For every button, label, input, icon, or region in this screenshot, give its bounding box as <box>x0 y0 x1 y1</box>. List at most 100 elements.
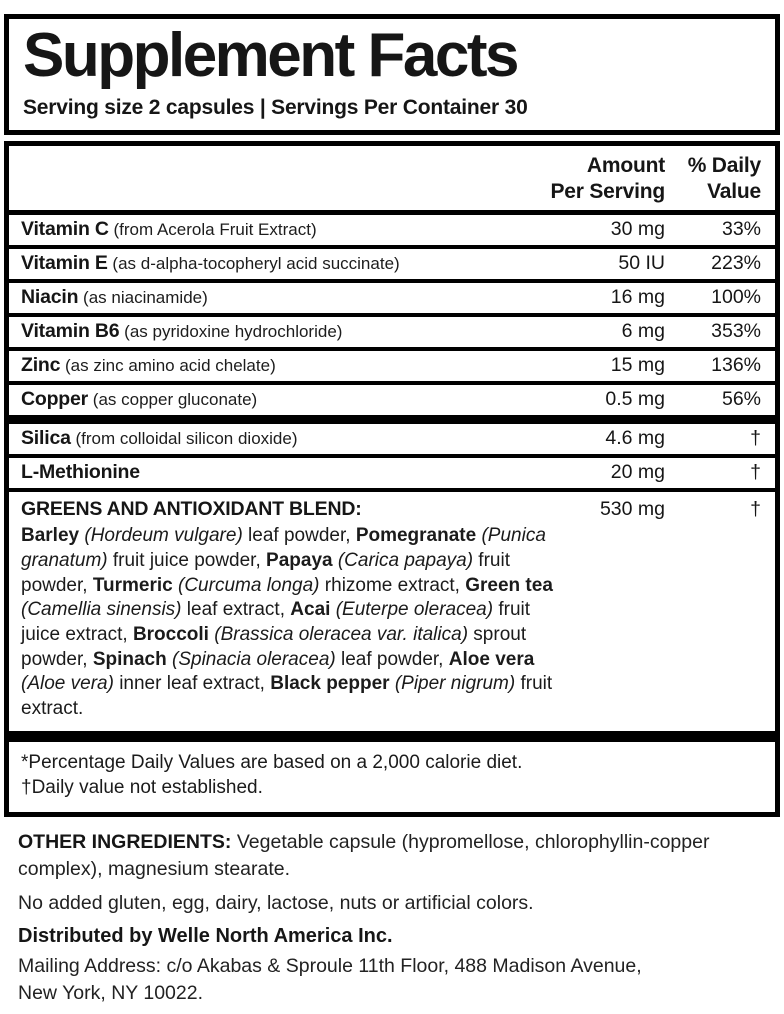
blend-ingredient-name: Spinach <box>92 648 167 670</box>
blend-latin-name: (Camellia sinensis) <box>21 599 182 621</box>
ingredient-row: L-Methionine 20 mg † <box>9 458 775 488</box>
mailing-address: Mailing Address: c/o Akabas & Sproule 11… <box>18 953 768 1008</box>
blend-text: sprout powder, <box>21 624 527 670</box>
blend-text: rhizome extract, <box>319 574 466 596</box>
row-divider <box>9 454 775 459</box>
ingredient-name: Vitamin E <box>21 252 108 275</box>
daily-value-header: % Daily Value <box>665 153 762 205</box>
blend-latin-name: (Carica papaya) <box>332 549 474 571</box>
blend-latin-name: (Hordeum vulgare) <box>79 525 243 547</box>
supplement-facts-title: Supplement Facts <box>23 21 520 90</box>
header-divider <box>9 210 775 216</box>
blend-ingredient-name: Green tea <box>465 574 553 596</box>
ingredient-name: Copper <box>21 388 89 411</box>
blend-text: fruit powder, <box>21 549 510 596</box>
ingredient-name: Zinc <box>21 354 61 377</box>
blend-text: leaf extract, <box>181 599 291 621</box>
row-divider <box>9 245 775 250</box>
ingredient-qualifier: (as d-alpha-tocopheryl acid succinate) <box>107 254 400 274</box>
blend-ingredient-name: Acai <box>290 599 331 621</box>
blend-text: fruit extract. <box>21 673 553 720</box>
ingredient-name-cell: Zinc (as zinc amino acid chelate) <box>21 354 525 377</box>
daily-value-percent: 353% <box>711 320 761 343</box>
ingredient-name-cell: Silica (from colloidal silicon dioxide) <box>21 427 525 450</box>
blend-latin-name: (Spinacia oleracea) <box>166 648 336 670</box>
other-ingredients-text: Vegetable capsule (hypromellose, chlorop… <box>18 831 710 881</box>
row-divider <box>9 488 775 493</box>
supplement-label: Supplement Facts Serving size 2 capsules… <box>0 14 784 1014</box>
blend-ingredient-name: Pomegranate <box>355 525 477 547</box>
facts-panel: Amount Per Serving % Daily Value Vitamin… <box>4 141 780 818</box>
ingredient-row: Vitamin B6 (as pyridoxine hydrochloride)… <box>9 317 775 347</box>
row-divider <box>9 347 775 352</box>
ingredient-name-cell: L-Methionine <box>21 461 525 484</box>
ingredient-qualifier: (from Acerola Fruit Extract) <box>108 220 317 240</box>
ingredient-name-cell: Vitamin C (from Acerola Fruit Extract) <box>21 218 525 241</box>
greens-blend-heading: GREENS AND ANTIOXIDANT BLEND: <box>21 498 362 521</box>
blend-ingredient-name: Barley <box>21 525 80 547</box>
amount-per-serving-value: 0.5 mg <box>605 388 665 411</box>
ingredient-row: Vitamin E (as d-alpha-tocopheryl acid su… <box>9 249 775 279</box>
footnote-daily-values: *Percentage Daily Values are based on a … <box>21 751 523 773</box>
blend-latin-name: (Aloe vera) <box>21 673 114 695</box>
amount-per-serving-value: 30 mg <box>610 218 665 241</box>
blend-latin-name: (Punica granatum) <box>21 525 546 571</box>
row-divider <box>9 381 775 386</box>
no-added-statement: No added gluten, egg, dairy, lactose, nu… <box>18 891 534 914</box>
amount-header-line1: Amount <box>586 154 665 178</box>
blend-latin-name: (Euterpe oleracea) <box>330 599 494 621</box>
amount-per-serving-value: 6 mg <box>621 320 665 343</box>
blend-latin-name: (Brassica oleracea var. italica) <box>208 624 469 646</box>
row-divider <box>9 313 775 318</box>
blend-ingredient-name: Black pepper <box>270 673 390 695</box>
blend-text: leaf powder, <box>242 525 356 547</box>
greens-blend-amount: 530 mg <box>599 498 665 521</box>
daily-value-percent: † <box>750 427 761 450</box>
ingredient-qualifier: (as pyridoxine hydrochloride) <box>119 322 343 342</box>
amount-per-serving-value: 15 mg <box>610 354 665 377</box>
ingredient-row: Copper (as copper gluconate) 0.5 mg 56% <box>9 385 775 415</box>
other-ingredients-paragraph: OTHER INGREDIENTS: Vegetable capsule (hy… <box>18 829 768 884</box>
ingredient-name: Silica <box>21 427 71 450</box>
ingredient-name-cell: Vitamin B6 (as pyridoxine hydrochloride) <box>21 320 525 343</box>
greens-blend-header-row: GREENS AND ANTIOXIDANT BLEND: 530 mg † <box>21 498 761 521</box>
daily-value-header-line2: Value <box>707 180 761 204</box>
row-divider <box>9 279 775 284</box>
footnote-dagger: †Daily value not established. <box>21 777 263 799</box>
blend-text: leaf powder, <box>335 648 449 670</box>
amount-header-line2: Per Serving <box>550 180 665 204</box>
nutrient-rows: Vitamin C (from Acerola Fruit Extract) 30… <box>9 215 775 415</box>
ingredient-name: Vitamin B6 <box>21 320 120 343</box>
ingredient-qualifier: (from colloidal silicon dioxide) <box>70 429 298 449</box>
greens-blend-section: GREENS AND ANTIOXIDANT BLEND: 530 mg † B… <box>9 492 775 731</box>
no-daily-value-rows: Silica (from colloidal silicon dioxide) 4… <box>9 424 775 488</box>
blend-text: fruit juice powder, <box>107 549 267 571</box>
blend-ingredient-name: Broccoli <box>132 624 209 646</box>
ingredient-name: L-Methionine <box>21 461 140 484</box>
column-header-row: Amount Per Serving % Daily Value <box>9 146 775 210</box>
ingredient-name-cell: Niacin (as niacinamide) <box>21 286 525 309</box>
other-ingredients-label: OTHER INGREDIENTS: <box>18 831 232 854</box>
daily-value-percent: † <box>750 461 761 484</box>
blend-ingredient-name: Turmeric <box>92 574 173 596</box>
mailing-address-line2: New York, NY 10022. <box>18 982 204 1005</box>
daily-value-percent: 136% <box>711 354 761 377</box>
blend-latin-name: (Piper nigrum) <box>389 673 516 695</box>
title-box: Supplement Facts Serving size 2 capsules… <box>4 14 780 136</box>
below-panel-section: OTHER INGREDIENTS: Vegetable capsule (hy… <box>0 817 784 1014</box>
amount-per-serving-header: Amount Per Serving <box>525 153 665 205</box>
distributed-by-line: Distributed by Welle North America Inc. <box>18 924 393 947</box>
greens-blend-daily-value: † <box>750 498 761 521</box>
blend-latin-name: (Curcuma longa) <box>172 574 320 596</box>
amount-per-serving-value: 20 mg <box>610 461 665 484</box>
daily-value-percent: 33% <box>721 218 761 241</box>
section-divider-bar <box>9 415 775 425</box>
ingredient-qualifier: (as zinc amino acid chelate) <box>60 356 276 376</box>
ingredient-name-cell: Copper (as copper gluconate) <box>21 388 525 411</box>
amount-per-serving-value: 4.6 mg <box>605 427 665 450</box>
amount-per-serving-value: 16 mg <box>610 286 665 309</box>
ingredient-row: Silica (from colloidal silicon dioxide) 4… <box>9 424 775 454</box>
daily-value-percent: 100% <box>711 286 761 309</box>
ingredient-row: Zinc (as zinc amino acid chelate) 15 mg 13… <box>9 351 775 381</box>
mailing-address-line1: Mailing Address: c/o Akabas & Sproule 11… <box>18 954 642 977</box>
